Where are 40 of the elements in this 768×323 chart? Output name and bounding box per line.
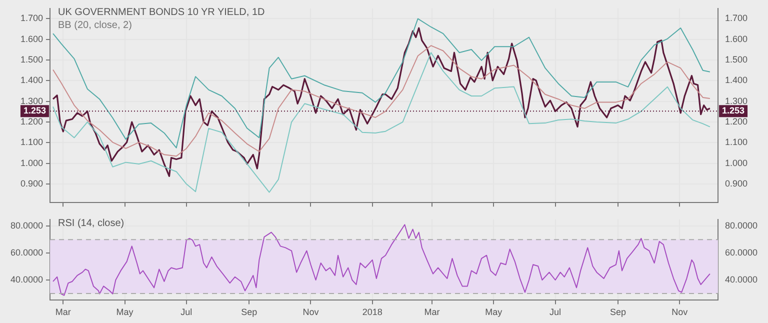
y-tick-label: 1.200 [20, 116, 43, 127]
chart-title: RSI (14, close) [58, 217, 124, 230]
y-tick-label: 80.0000 [10, 220, 43, 231]
y-tick-label: 1.400 [20, 75, 43, 86]
y2-tick-label: 1.100 [725, 137, 748, 148]
y2-tick-label: 1.200 [725, 116, 748, 127]
y-tick-label: 1.600 [20, 34, 43, 44]
y-tick-label: 60.0000 [10, 248, 43, 258]
y-tick-label: 1.500 [20, 54, 43, 65]
y2-tick-label: 1.700 [725, 13, 748, 24]
y-tick-label: 1.300 [20, 96, 43, 106]
text: BB (20, close, 2) [58, 19, 133, 32]
x-tick-label: Nov [672, 307, 688, 318]
x-tick-label: Mar [424, 307, 440, 318]
y2-tick-label: 1.600 [725, 34, 748, 44]
y-tick-label: 40.0000 [10, 274, 43, 284]
text: 1.253 [722, 106, 745, 116]
chart-title: UK GOVERNMENT BONDS 10 YR YIELD, 1D [58, 6, 265, 19]
y2-tick-label: 1.300 [725, 96, 748, 106]
x-tick-label: Nov [302, 307, 320, 318]
y2-tick-label: 0.900 [725, 178, 748, 188]
x-tick-label: Sep [241, 307, 258, 318]
y2-tick-label: 40.0000 [725, 274, 758, 284]
y2-tick-label: 1.000 [725, 158, 748, 168]
x-tick-label: Sep [610, 307, 626, 318]
x-tick-label: Jul [550, 307, 562, 318]
y-tick-label: 0.900 [20, 178, 43, 188]
x-tick-label: Jul [180, 307, 192, 318]
y2-tick-label: 80.0000 [725, 220, 758, 231]
y2-tick-label: 60.0000 [725, 248, 758, 258]
x-tick-label: May [116, 307, 134, 318]
y2-tick-label: 1.500 [725, 54, 748, 65]
y-tick-label: 1.100 [20, 137, 43, 148]
x-tick-label: 2018 [362, 307, 382, 318]
y-tick-label: 1.000 [20, 158, 43, 168]
ref-line-label: 1.253 [23, 106, 46, 116]
y2-tick-label: 1.400 [725, 75, 748, 86]
y-tick-label: 1.700 [20, 13, 43, 24]
x-tick-label: Mar [55, 307, 71, 318]
x-tick-label: May [485, 307, 503, 318]
